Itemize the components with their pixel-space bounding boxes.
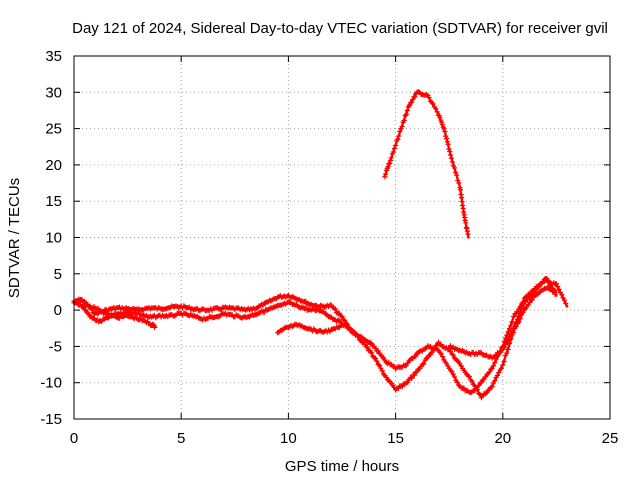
y-tick-label: -10 — [40, 375, 62, 392]
y-tick-label: 15 — [45, 193, 62, 210]
series-layer — [71, 88, 569, 401]
series-trace-f — [382, 88, 471, 239]
x-tick-label: 0 — [70, 430, 78, 447]
series-markers — [382, 88, 471, 237]
series-trace-e — [446, 275, 558, 361]
series-trace-c — [82, 301, 158, 330]
y-tick-label: -5 — [49, 338, 62, 355]
x-tick-label: 25 — [602, 430, 619, 447]
y-tick-label: 30 — [45, 84, 62, 101]
y-axis-label: SDTVAR / TECUs — [6, 178, 23, 298]
series-markers — [446, 275, 558, 361]
grid — [74, 56, 610, 419]
x-axis-label: GPS time / hours — [285, 458, 399, 475]
x-tick-label: 5 — [177, 430, 185, 447]
x-tick-label: 10 — [280, 430, 297, 447]
x-tick-label: 15 — [387, 430, 404, 447]
series-trace — [72, 279, 569, 395]
y-tick-label: 0 — [54, 302, 62, 319]
y-tick-label: 25 — [45, 121, 62, 138]
y-tick-label: 10 — [45, 230, 62, 247]
series-markers — [82, 301, 158, 330]
y-tick-label: 20 — [45, 157, 62, 174]
y-tick-label: -15 — [40, 411, 62, 428]
series-trace-d — [275, 321, 344, 336]
x-tick-label: 20 — [494, 430, 511, 447]
y-tick-label: 35 — [45, 48, 62, 65]
chart-title: Day 121 of 2024, Sidereal Day-to-day VTE… — [72, 20, 608, 37]
axis-ticks: 0 5 10 15 20 25 -15 -10 -5 0 5 10 15 20 25 30 35 — [40, 48, 618, 447]
y-tick-label: 5 — [54, 266, 62, 283]
series-trace-b — [71, 285, 558, 401]
series-markers — [275, 321, 344, 336]
